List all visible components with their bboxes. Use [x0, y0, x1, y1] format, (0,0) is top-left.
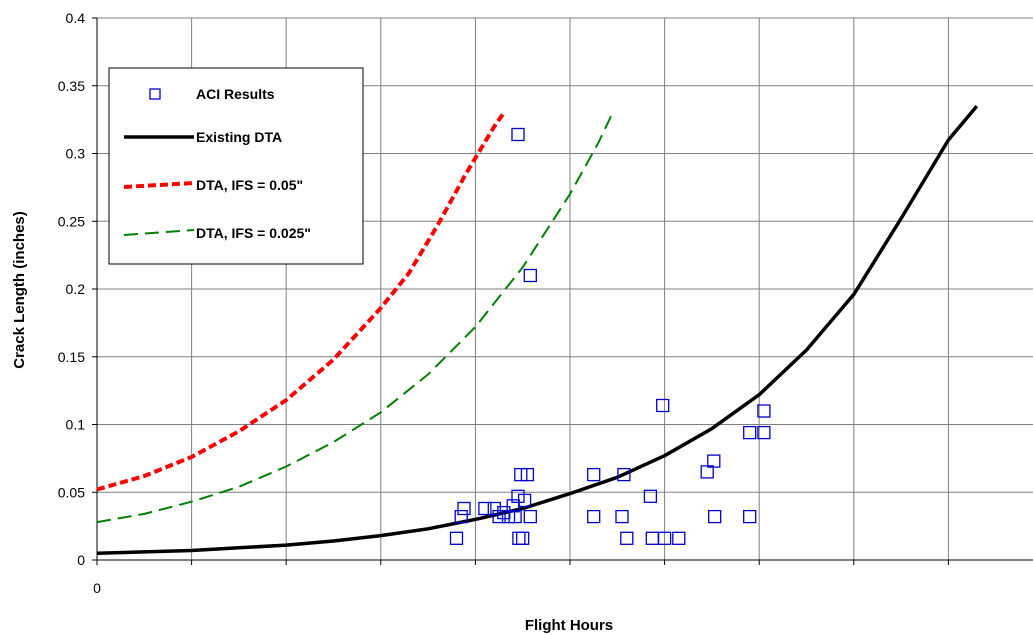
- aci-result-point: [657, 531, 672, 545]
- x-tick-label: 0: [93, 580, 101, 596]
- aci-result-point: [656, 398, 670, 413]
- aci-result-point: [617, 467, 631, 482]
- aci-result-point: [743, 425, 757, 440]
- y-tick-label: 0.1: [66, 417, 86, 433]
- legend-label-dta-ifs-005: DTA, IFS = 0.05": [196, 177, 303, 193]
- y-tick-labels: 0 0.05 0.1 0.15 0.2 0.25 0.3 0.35 0.4: [58, 10, 85, 568]
- y-tick-label: 0.4: [66, 10, 86, 26]
- aci-result-point: [587, 467, 601, 482]
- series-line-2: [96, 111, 506, 492]
- x-tick-labels: 0: [93, 580, 101, 596]
- aci-result-point: [643, 489, 658, 503]
- aci-result-point: [523, 509, 537, 524]
- aci-result-point: [672, 531, 686, 545]
- aci-result-point: [587, 509, 601, 524]
- aci-result-point: [620, 531, 634, 545]
- aci-result-point: [517, 493, 532, 508]
- aci-result-point: [743, 509, 757, 524]
- aci-result-point: [497, 505, 511, 520]
- y-tick-label: 0.3: [66, 146, 86, 162]
- legend-box: [108, 67, 364, 265]
- aci-result-point: [520, 467, 535, 482]
- legend-label-existing-dta: Existing DTA: [196, 129, 282, 145]
- y-tick-label: 0.05: [58, 484, 85, 500]
- aci-result-point: [708, 509, 722, 524]
- legend-label-aci-results: ACI Results: [196, 86, 275, 102]
- aci-result-point: [707, 454, 721, 468]
- y-tick-label: 0: [77, 552, 85, 568]
- aci-result-point: [757, 425, 771, 440]
- y-tick-label: 0.2: [66, 281, 86, 297]
- aci-result-point: [478, 501, 492, 516]
- series-line-1: [96, 104, 979, 555]
- axes: [92, 17, 1033, 565]
- legend-swatch-aci-results: [149, 88, 161, 100]
- aci-result-point: [457, 501, 471, 516]
- legend-swatch-dta-ifs-0025: [123, 229, 195, 236]
- y-axis-title: Crack Length (inches): [11, 211, 28, 369]
- aci-result-point: [757, 404, 771, 418]
- y-tick-label: 0.35: [58, 78, 85, 94]
- aci-result-point: [454, 509, 468, 524]
- aci-result-point: [492, 509, 506, 524]
- aci-result-point: [615, 509, 629, 524]
- aci-result-point: [523, 268, 537, 283]
- aci-result-point: [449, 531, 464, 545]
- x-axis-title: Flight Hours: [525, 617, 613, 634]
- aci-result-point: [487, 501, 501, 516]
- legend: ACI Results Existing DTA DTA, IFS = 0.05…: [108, 67, 364, 265]
- aci-result-point: [511, 127, 525, 142]
- y-tick-label: 0.25: [58, 213, 85, 229]
- aci-result-point: [508, 509, 522, 524]
- legend-label-dta-ifs-0025: DTA, IFS = 0.025": [196, 225, 311, 241]
- series: [96, 104, 979, 555]
- y-tick-label: 0.15: [58, 349, 85, 365]
- aci-results-markers: [449, 127, 771, 545]
- aci-result-point: [516, 531, 530, 545]
- series-line-3: [96, 112, 614, 524]
